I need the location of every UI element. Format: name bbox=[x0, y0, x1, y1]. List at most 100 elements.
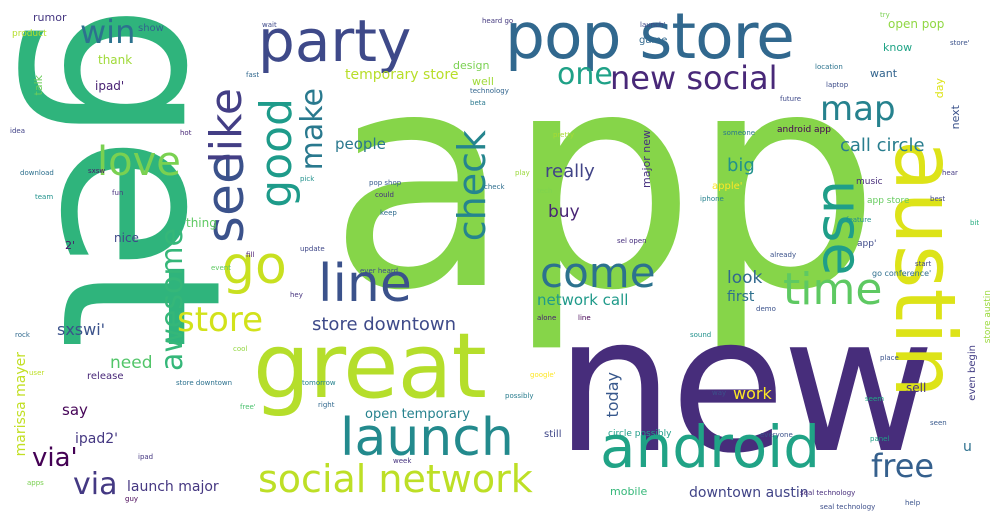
word: app' bbox=[857, 239, 877, 249]
word: week bbox=[393, 457, 412, 465]
word: wait bbox=[262, 21, 277, 29]
word: big bbox=[727, 155, 755, 176]
word: heard go bbox=[482, 17, 514, 25]
word: store austin bbox=[983, 290, 993, 344]
word: could bbox=[375, 191, 394, 199]
word: marissa mayer bbox=[13, 352, 29, 457]
word: event bbox=[211, 264, 231, 272]
word: go bbox=[222, 236, 287, 296]
word: say bbox=[62, 401, 88, 419]
word: store downtown bbox=[312, 314, 457, 335]
word: hot bbox=[180, 129, 192, 137]
word: downtown austin bbox=[689, 485, 809, 501]
word: store' bbox=[950, 39, 970, 47]
word: free' bbox=[240, 403, 256, 411]
word: music bbox=[856, 177, 883, 187]
word: work bbox=[733, 384, 772, 403]
word: laptop bbox=[826, 81, 849, 89]
word: party bbox=[258, 7, 412, 75]
word: alone bbox=[537, 314, 557, 322]
word: call circle bbox=[840, 135, 925, 156]
word: release bbox=[87, 371, 124, 382]
word: open temporary bbox=[365, 407, 470, 422]
word: product bbox=[12, 29, 47, 39]
word: social network bbox=[258, 457, 533, 501]
word: pretty bbox=[553, 131, 575, 139]
word: open pop bbox=[888, 17, 945, 31]
word: thing bbox=[186, 216, 217, 230]
word: way bbox=[712, 389, 727, 397]
word: fill bbox=[246, 251, 255, 259]
word: launch bbox=[340, 408, 514, 468]
word: design bbox=[453, 59, 490, 72]
word: 2' bbox=[65, 239, 76, 252]
word: network call bbox=[537, 291, 629, 309]
word: people bbox=[335, 135, 386, 153]
word: first bbox=[727, 289, 755, 305]
word: next bbox=[949, 105, 962, 130]
word: ipad2' bbox=[75, 431, 118, 447]
word: everyone bbox=[760, 431, 793, 439]
word: circle possibly bbox=[608, 429, 672, 439]
word: launch major bbox=[127, 479, 219, 495]
word: pick bbox=[300, 175, 315, 183]
word: guy bbox=[125, 495, 139, 503]
word: demo bbox=[756, 305, 776, 313]
word: sxsw bbox=[88, 167, 106, 175]
word: need bbox=[110, 353, 153, 373]
word: ipad' bbox=[95, 79, 125, 93]
word: panel bbox=[870, 435, 890, 443]
word: like bbox=[201, 88, 252, 164]
word: help bbox=[905, 499, 921, 507]
word: even begin bbox=[967, 345, 978, 401]
word: update bbox=[300, 245, 325, 253]
word: get bbox=[12, 4, 268, 342]
word: still bbox=[544, 429, 562, 440]
word: already bbox=[770, 251, 797, 259]
word: future bbox=[780, 95, 802, 103]
word: seen bbox=[930, 419, 947, 427]
word: win bbox=[80, 13, 136, 51]
word: line bbox=[318, 254, 412, 314]
word: make bbox=[295, 88, 330, 171]
word: google' bbox=[530, 371, 556, 379]
word: rock bbox=[15, 331, 30, 339]
word: right bbox=[318, 401, 335, 409]
word: store bbox=[177, 300, 263, 340]
word: team bbox=[35, 193, 54, 201]
word: iphone bbox=[700, 195, 724, 203]
word: austin bbox=[876, 140, 974, 398]
word: show bbox=[138, 23, 164, 34]
word: today bbox=[603, 372, 622, 418]
word: check bbox=[484, 183, 505, 191]
word: download bbox=[20, 169, 54, 177]
word: mobile bbox=[610, 485, 648, 498]
word: want bbox=[870, 67, 898, 80]
word: ever heard bbox=[360, 267, 399, 275]
word: good bbox=[251, 98, 302, 208]
word: cool bbox=[233, 345, 248, 353]
word: app bbox=[328, 7, 881, 356]
word: technology bbox=[470, 87, 509, 95]
word: seem bbox=[865, 395, 885, 403]
word: pop shop bbox=[369, 179, 402, 187]
word: hey bbox=[290, 291, 303, 299]
word: map bbox=[820, 89, 896, 129]
word: great bbox=[253, 314, 487, 419]
word: play bbox=[515, 169, 530, 177]
word: talk bbox=[32, 75, 45, 96]
word: apple' bbox=[712, 181, 743, 192]
word: major new bbox=[640, 130, 653, 188]
word: tomorrow bbox=[302, 379, 336, 387]
word: android app bbox=[777, 125, 831, 135]
word: apps bbox=[27, 479, 44, 487]
word: really bbox=[545, 161, 595, 182]
word: sxswi' bbox=[57, 320, 106, 339]
word: look bbox=[727, 268, 763, 288]
word: thank bbox=[98, 53, 133, 67]
word: store downtown bbox=[176, 379, 233, 387]
word: time bbox=[783, 264, 883, 315]
word: launch' bbox=[640, 21, 666, 29]
word: android bbox=[600, 413, 821, 481]
